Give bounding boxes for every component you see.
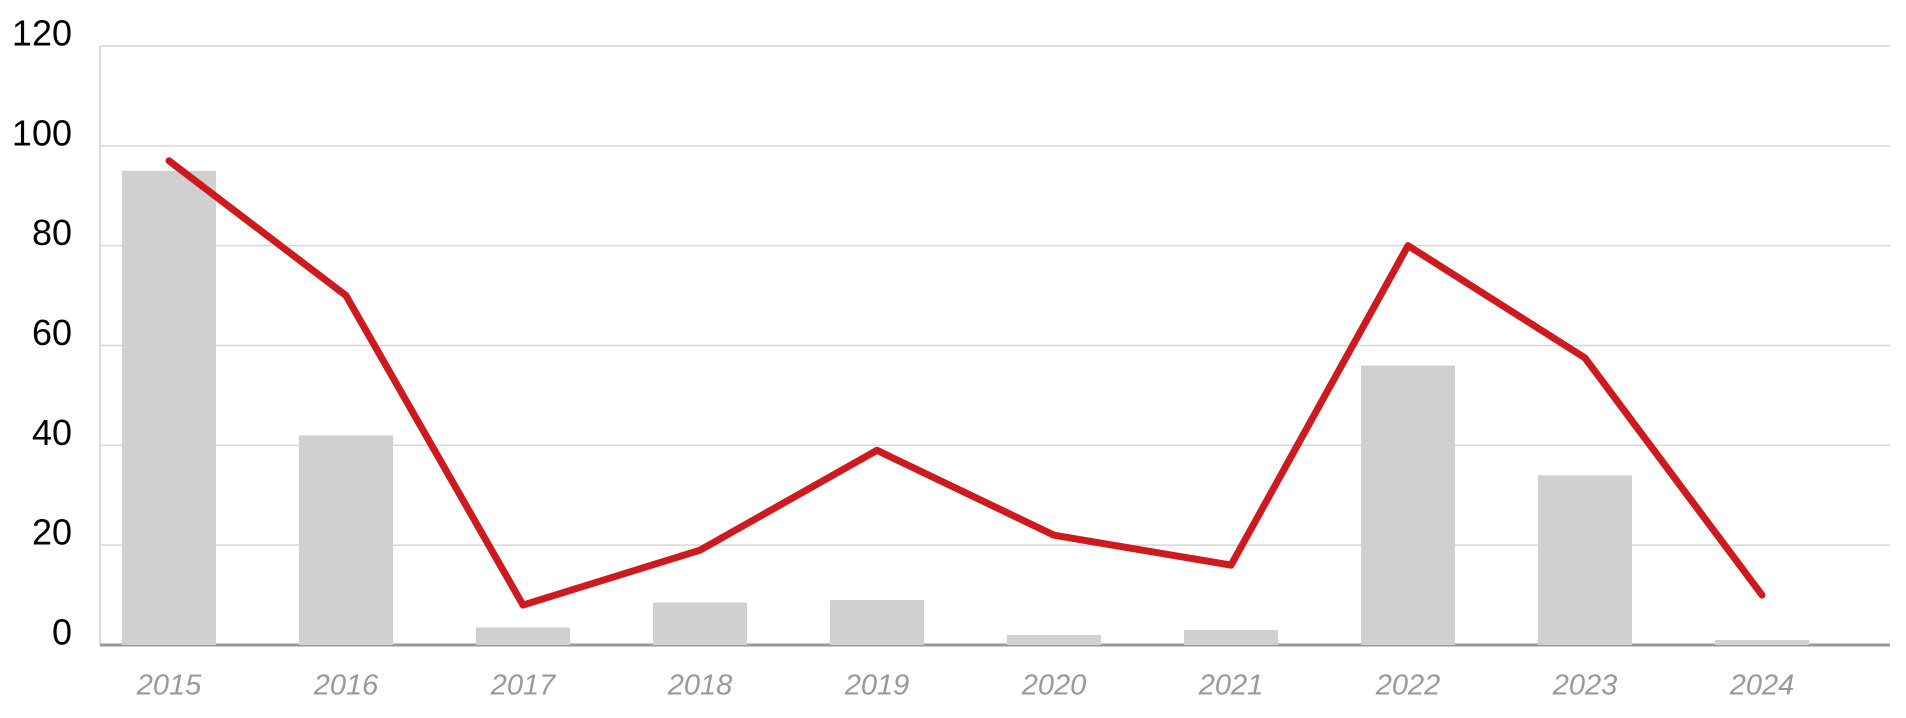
y-tick-label: 40: [32, 412, 72, 453]
x-tick-label: 2021: [1198, 670, 1264, 702]
y-tick-label: 0: [52, 612, 72, 653]
y-tick-label: 80: [32, 212, 72, 253]
bar: [299, 435, 393, 645]
x-tick-label: 2022: [1375, 670, 1441, 702]
line: [165, 157, 1766, 609]
bar: [1361, 365, 1455, 645]
x-tick-label: 2020: [1021, 670, 1087, 702]
x-tick-label: 2023: [1552, 670, 1618, 702]
y-tick-label: 60: [32, 312, 72, 353]
x-tick-label: 2015: [136, 670, 202, 702]
x-tick-label: 2016: [313, 670, 379, 702]
bar: [830, 600, 924, 645]
bar: [1538, 475, 1632, 645]
x-tick-label: 2017: [490, 670, 557, 702]
bar: [1007, 635, 1101, 645]
bar: [1715, 640, 1809, 645]
bar: [122, 170, 216, 645]
y-tick-label: 100: [12, 112, 72, 153]
x-tick-label: 2018: [667, 670, 733, 702]
bar: [1184, 630, 1278, 645]
y-tick-label: 120: [12, 13, 72, 54]
x-tick-label: 2024: [1729, 670, 1795, 702]
x-tick-label: 2019: [844, 670, 910, 702]
bar: [653, 602, 747, 645]
y-tick-label: 20: [32, 512, 72, 553]
bar: [476, 627, 570, 645]
